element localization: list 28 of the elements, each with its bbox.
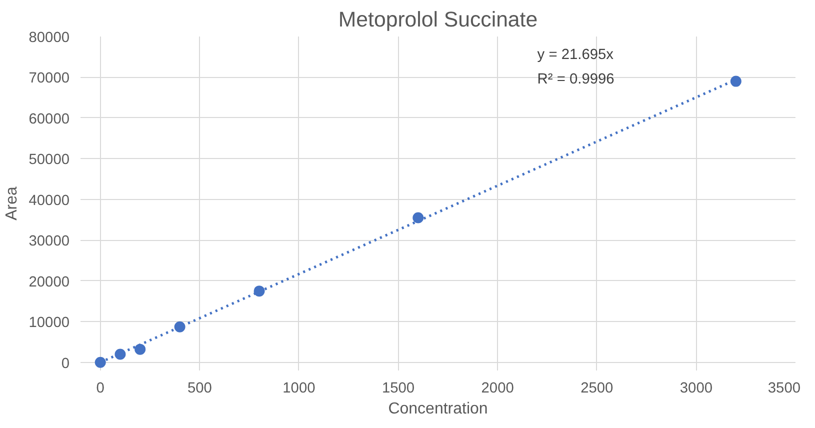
annotation: R² = 0.9996: [537, 71, 614, 88]
y-tick-label: 50000: [28, 152, 70, 168]
y-tick-label: 30000: [28, 234, 70, 250]
x-tick-label: 2000: [481, 380, 514, 396]
y-tick-label: 40000: [28, 192, 70, 209]
x-tick-label: 1500: [382, 380, 415, 396]
y-tick-label: 60000: [28, 111, 70, 128]
y-tick-label: 0: [61, 356, 70, 372]
point: [254, 286, 265, 297]
x-tick-label: 0: [96, 380, 104, 396]
point: [730, 76, 742, 87]
y-tick-label: 20000: [28, 274, 70, 290]
x-tick-label: 500: [187, 380, 212, 396]
point: [174, 321, 186, 332]
y-tick-label: 10000: [28, 315, 70, 332]
annotation: y = 21.695x: [537, 46, 614, 63]
y-tick-label: 80000: [28, 30, 70, 46]
chart-title: Metoprolol Succinate: [338, 8, 538, 32]
y-axis-title: Area: [4, 186, 21, 220]
x-tick-label: 3000: [680, 380, 712, 396]
x-tick-label: 3500: [768, 380, 801, 396]
x-tick-label: 1000: [282, 380, 316, 396]
x-tick-label: 2500: [580, 380, 614, 396]
x-axis-title: Concentration: [388, 400, 488, 418]
point: [412, 212, 424, 224]
point: [134, 344, 146, 355]
y-tick-label: 70000: [28, 70, 70, 87]
point: [94, 356, 106, 368]
